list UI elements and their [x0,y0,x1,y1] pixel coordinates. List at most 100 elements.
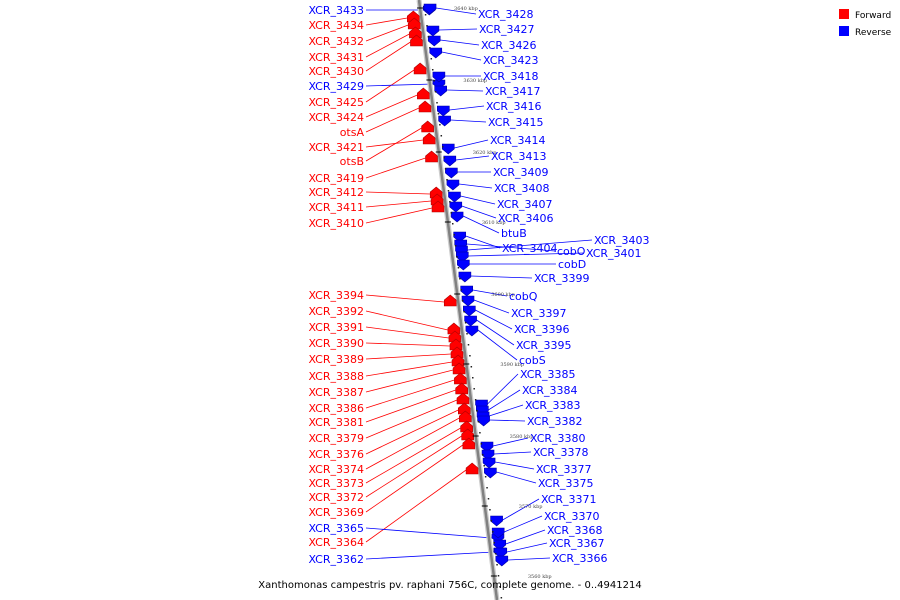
gene-label-xcr-3373[interactable]: XCR_3373 [308,477,364,490]
gene-label-xcr-3419[interactable]: XCR_3419 [308,172,364,185]
reverse-gene-glyph[interactable] [436,105,450,117]
gene-label-xcr-3401[interactable]: XCR_3401 [586,247,642,260]
gene-label-xcr-3410[interactable]: XCR_3410 [308,217,364,230]
reverse-gene-glyph[interactable] [464,315,477,327]
reverse-gene-glyph[interactable] [482,457,496,469]
forward-gene-glyph[interactable] [462,437,476,450]
reverse-gene-glyph[interactable] [453,231,466,243]
gene-label-cobo[interactable]: cobO [557,245,586,258]
gene-label-xcr-3384[interactable]: XCR_3384 [522,384,578,397]
gene-label-xcr-3432[interactable]: XCR_3432 [308,35,364,48]
reverse-gene-glyph[interactable] [461,295,475,307]
gene-label-xcr-3372[interactable]: XCR_3372 [308,491,364,504]
gene-label-xcr-3399[interactable]: XCR_3399 [534,272,590,285]
gene-label-xcr-3423[interactable]: XCR_3423 [483,54,539,67]
gene-label-xcr-3406[interactable]: XCR_3406 [498,212,554,225]
gene-label-xcr-3379[interactable]: XCR_3379 [308,432,364,445]
gene-label-xcr-3385[interactable]: XCR_3385 [520,368,576,381]
reverse-gene-glyph[interactable] [446,179,460,191]
gene-label-xcr-3374[interactable]: XCR_3374 [308,463,364,476]
reverse-gene-glyph[interactable] [457,259,470,271]
gene-label-xcr-3388[interactable]: XCR_3388 [308,370,364,383]
forward-gene-glyph[interactable] [465,462,479,475]
gene-label-xcr-3375[interactable]: XCR_3375 [538,477,594,490]
gene-label-xcr-3413[interactable]: XCR_3413 [491,150,547,163]
gene-label-xcr-3428[interactable]: XCR_3428 [478,8,534,21]
reverse-gene-glyph[interactable] [494,547,508,559]
gene-label-xcr-3376[interactable]: XCR_3376 [308,448,364,461]
gene-label-xcr-3411[interactable]: XCR_3411 [308,201,364,214]
reverse-gene-glyph[interactable] [427,35,441,47]
gene-label-xcr-3391[interactable]: XCR_3391 [308,321,364,334]
gene-label-otsb[interactable]: otsB [340,155,364,168]
forward-gene-glyph[interactable] [417,87,430,100]
gene-label-xcr-3390[interactable]: XCR_3390 [308,337,364,350]
gene-label-xcr-3364[interactable]: XCR_3364 [308,536,364,549]
gene-label-xcr-3430[interactable]: XCR_3430 [308,65,364,78]
reverse-gene-glyph[interactable] [490,515,503,527]
forward-gene-glyph[interactable] [455,382,469,395]
gene-label-cobs[interactable]: cobS [519,354,546,367]
reverse-gene-glyph[interactable] [426,25,440,37]
gene-label-xcr-3395[interactable]: XCR_3395 [516,339,572,352]
gene-label-xcr-3424[interactable]: XCR_3424 [308,111,364,124]
gene-label-xcr-3394[interactable]: XCR_3394 [308,289,364,302]
forward-gene-glyph[interactable] [454,372,467,385]
gene-label-xcr-3421[interactable]: XCR_3421 [308,141,364,154]
reverse-gene-glyph[interactable] [465,325,479,337]
gene-label-xcr-3409[interactable]: XCR_3409 [493,166,549,179]
gene-label-xcr-3397[interactable]: XCR_3397 [511,307,567,320]
gene-label-xcr-3414[interactable]: XCR_3414 [490,134,546,147]
gene-label-xcr-3403[interactable]: XCR_3403 [594,234,650,247]
reverse-gene-glyph[interactable] [480,441,494,453]
forward-gene-glyph[interactable] [456,392,470,405]
gene-label-xcr-3369[interactable]: XCR_3369 [308,506,364,519]
forward-gene-glyph[interactable] [452,362,466,375]
reverse-gene-glyph[interactable] [443,155,457,167]
gene-label-xcr-3380[interactable]: XCR_3380 [530,432,586,445]
forward-gene-glyph[interactable] [418,100,432,113]
reverse-gene-glyph[interactable] [495,555,509,567]
reverse-gene-glyph[interactable] [441,143,455,155]
gene-label-xcr-3407[interactable]: XCR_3407 [497,198,553,211]
gene-label-xcr-3417[interactable]: XCR_3417 [485,85,541,98]
gene-label-cobd[interactable]: cobD [558,258,586,271]
reverse-gene-glyph[interactable] [432,71,446,83]
forward-gene-glyph[interactable] [421,120,434,133]
gene-label-xcr-3382[interactable]: XCR_3382 [527,415,583,428]
reverse-gene-glyph[interactable] [445,167,458,179]
forward-gene-glyph[interactable] [459,410,472,423]
reverse-gene-glyph[interactable] [438,115,451,127]
gene-label-xcr-3404[interactable]: XCR_3404 [502,242,558,255]
gene-label-xcr-3367[interactable]: XCR_3367 [549,537,605,550]
reverse-gene-glyph[interactable] [484,467,497,479]
gene-label-cobq[interactable]: cobQ [509,290,538,303]
gene-label-xcr-3418[interactable]: XCR_3418 [483,70,539,83]
reverse-gene-glyph[interactable] [423,3,437,15]
reverse-gene-glyph[interactable] [460,285,474,297]
forward-gene-glyph[interactable] [425,150,438,163]
gene-label-xcr-3431[interactable]: XCR_3431 [308,51,364,64]
gene-label-xcr-3408[interactable]: XCR_3408 [494,182,550,195]
reverse-gene-glyph[interactable] [462,305,476,317]
gene-label-xcr-3362[interactable]: XCR_3362 [308,553,364,566]
gene-label-xcr-3370[interactable]: XCR_3370 [544,510,600,523]
gene-label-xcr-3366[interactable]: XCR_3366 [552,552,608,565]
reverse-gene-glyph[interactable] [450,211,464,223]
gene-label-xcr-3425[interactable]: XCR_3425 [308,96,364,109]
gene-label-xcr-3392[interactable]: XCR_3392 [308,305,364,318]
gene-label-xcr-3377[interactable]: XCR_3377 [536,463,592,476]
gene-label-xcr-3429[interactable]: XCR_3429 [308,80,364,93]
gene-label-xcr-3427[interactable]: XCR_3427 [479,23,535,36]
gene-label-xcr-3396[interactable]: XCR_3396 [514,323,570,336]
forward-gene-glyph[interactable] [422,132,436,145]
reverse-gene-glyph[interactable] [429,47,443,59]
forward-gene-glyph[interactable] [410,34,423,47]
reverse-gene-glyph[interactable] [449,201,463,213]
forward-gene-glyph[interactable] [413,62,427,75]
gene-label-xcr-3415[interactable]: XCR_3415 [488,116,544,129]
reverse-gene-glyph[interactable] [448,191,461,203]
forward-gene-glyph[interactable] [443,294,457,307]
gene-label-xcr-3381[interactable]: XCR_3381 [308,416,364,429]
reverse-gene-glyph[interactable] [493,539,507,551]
